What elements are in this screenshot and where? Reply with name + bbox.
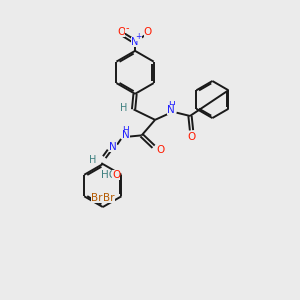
Text: O: O bbox=[144, 27, 152, 37]
Text: H: H bbox=[89, 155, 97, 165]
Text: Br: Br bbox=[103, 193, 115, 203]
Text: +: + bbox=[136, 32, 142, 41]
Text: N: N bbox=[167, 105, 175, 115]
Text: O: O bbox=[156, 145, 164, 155]
Text: Br: Br bbox=[91, 193, 103, 203]
Text: N: N bbox=[109, 142, 116, 152]
Text: H: H bbox=[120, 103, 128, 113]
Text: O: O bbox=[112, 170, 121, 180]
Text: HO: HO bbox=[101, 170, 117, 180]
Text: N: N bbox=[122, 130, 130, 140]
Text: N: N bbox=[131, 37, 139, 47]
Text: O: O bbox=[117, 27, 125, 37]
Text: -: - bbox=[125, 23, 129, 33]
Text: H: H bbox=[168, 101, 175, 110]
Text: H: H bbox=[122, 126, 129, 135]
Text: O: O bbox=[188, 132, 196, 142]
